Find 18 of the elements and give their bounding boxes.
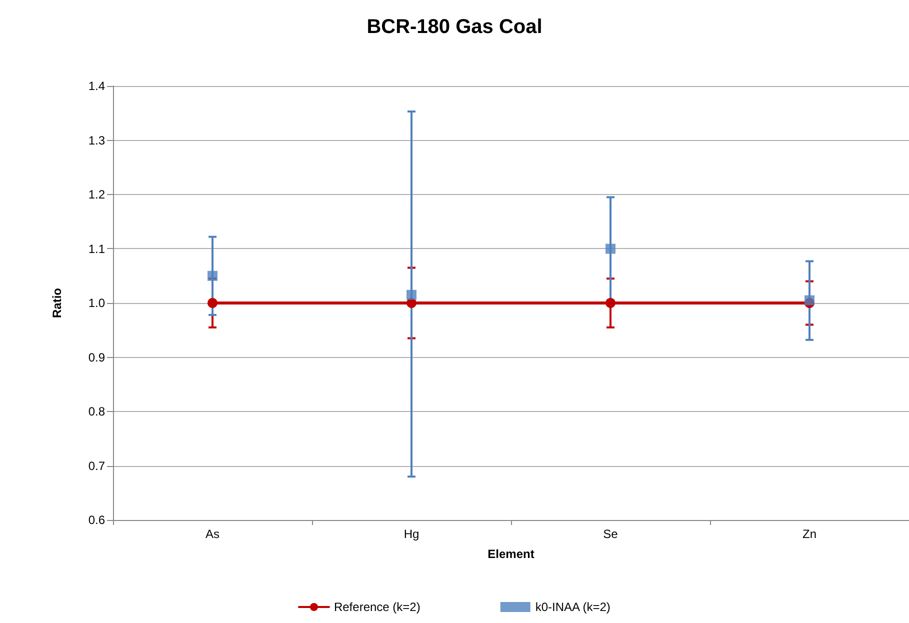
legend-label: Reference (k=2) bbox=[334, 600, 420, 614]
y-tick-label: 1.4 bbox=[88, 79, 106, 93]
y-tick-label: 1.0 bbox=[88, 296, 106, 310]
y-axis-title: Ratio bbox=[50, 288, 64, 318]
y-tick-label: 0.6 bbox=[88, 513, 106, 527]
y-tick-label: 1.1 bbox=[88, 242, 106, 256]
y-tick-label: 0.9 bbox=[88, 350, 106, 364]
x-tick-label: Zn bbox=[802, 527, 817, 541]
x-tick-label: As bbox=[205, 527, 220, 541]
y-tick-label: 0.7 bbox=[88, 458, 106, 473]
legend-label: k0-INAA (k=2) bbox=[535, 600, 610, 614]
x-axis-title: Element bbox=[488, 547, 534, 561]
y-tick-label: 0.8 bbox=[88, 404, 106, 418]
chart-title: BCR-180 Gas Coal bbox=[366, 16, 542, 38]
x-tick-label: Se bbox=[603, 527, 618, 541]
y-tick-label: 1.3 bbox=[88, 133, 106, 148]
x-tick-label: Hg bbox=[404, 527, 420, 541]
y-tick-label: 1.2 bbox=[88, 188, 106, 202]
